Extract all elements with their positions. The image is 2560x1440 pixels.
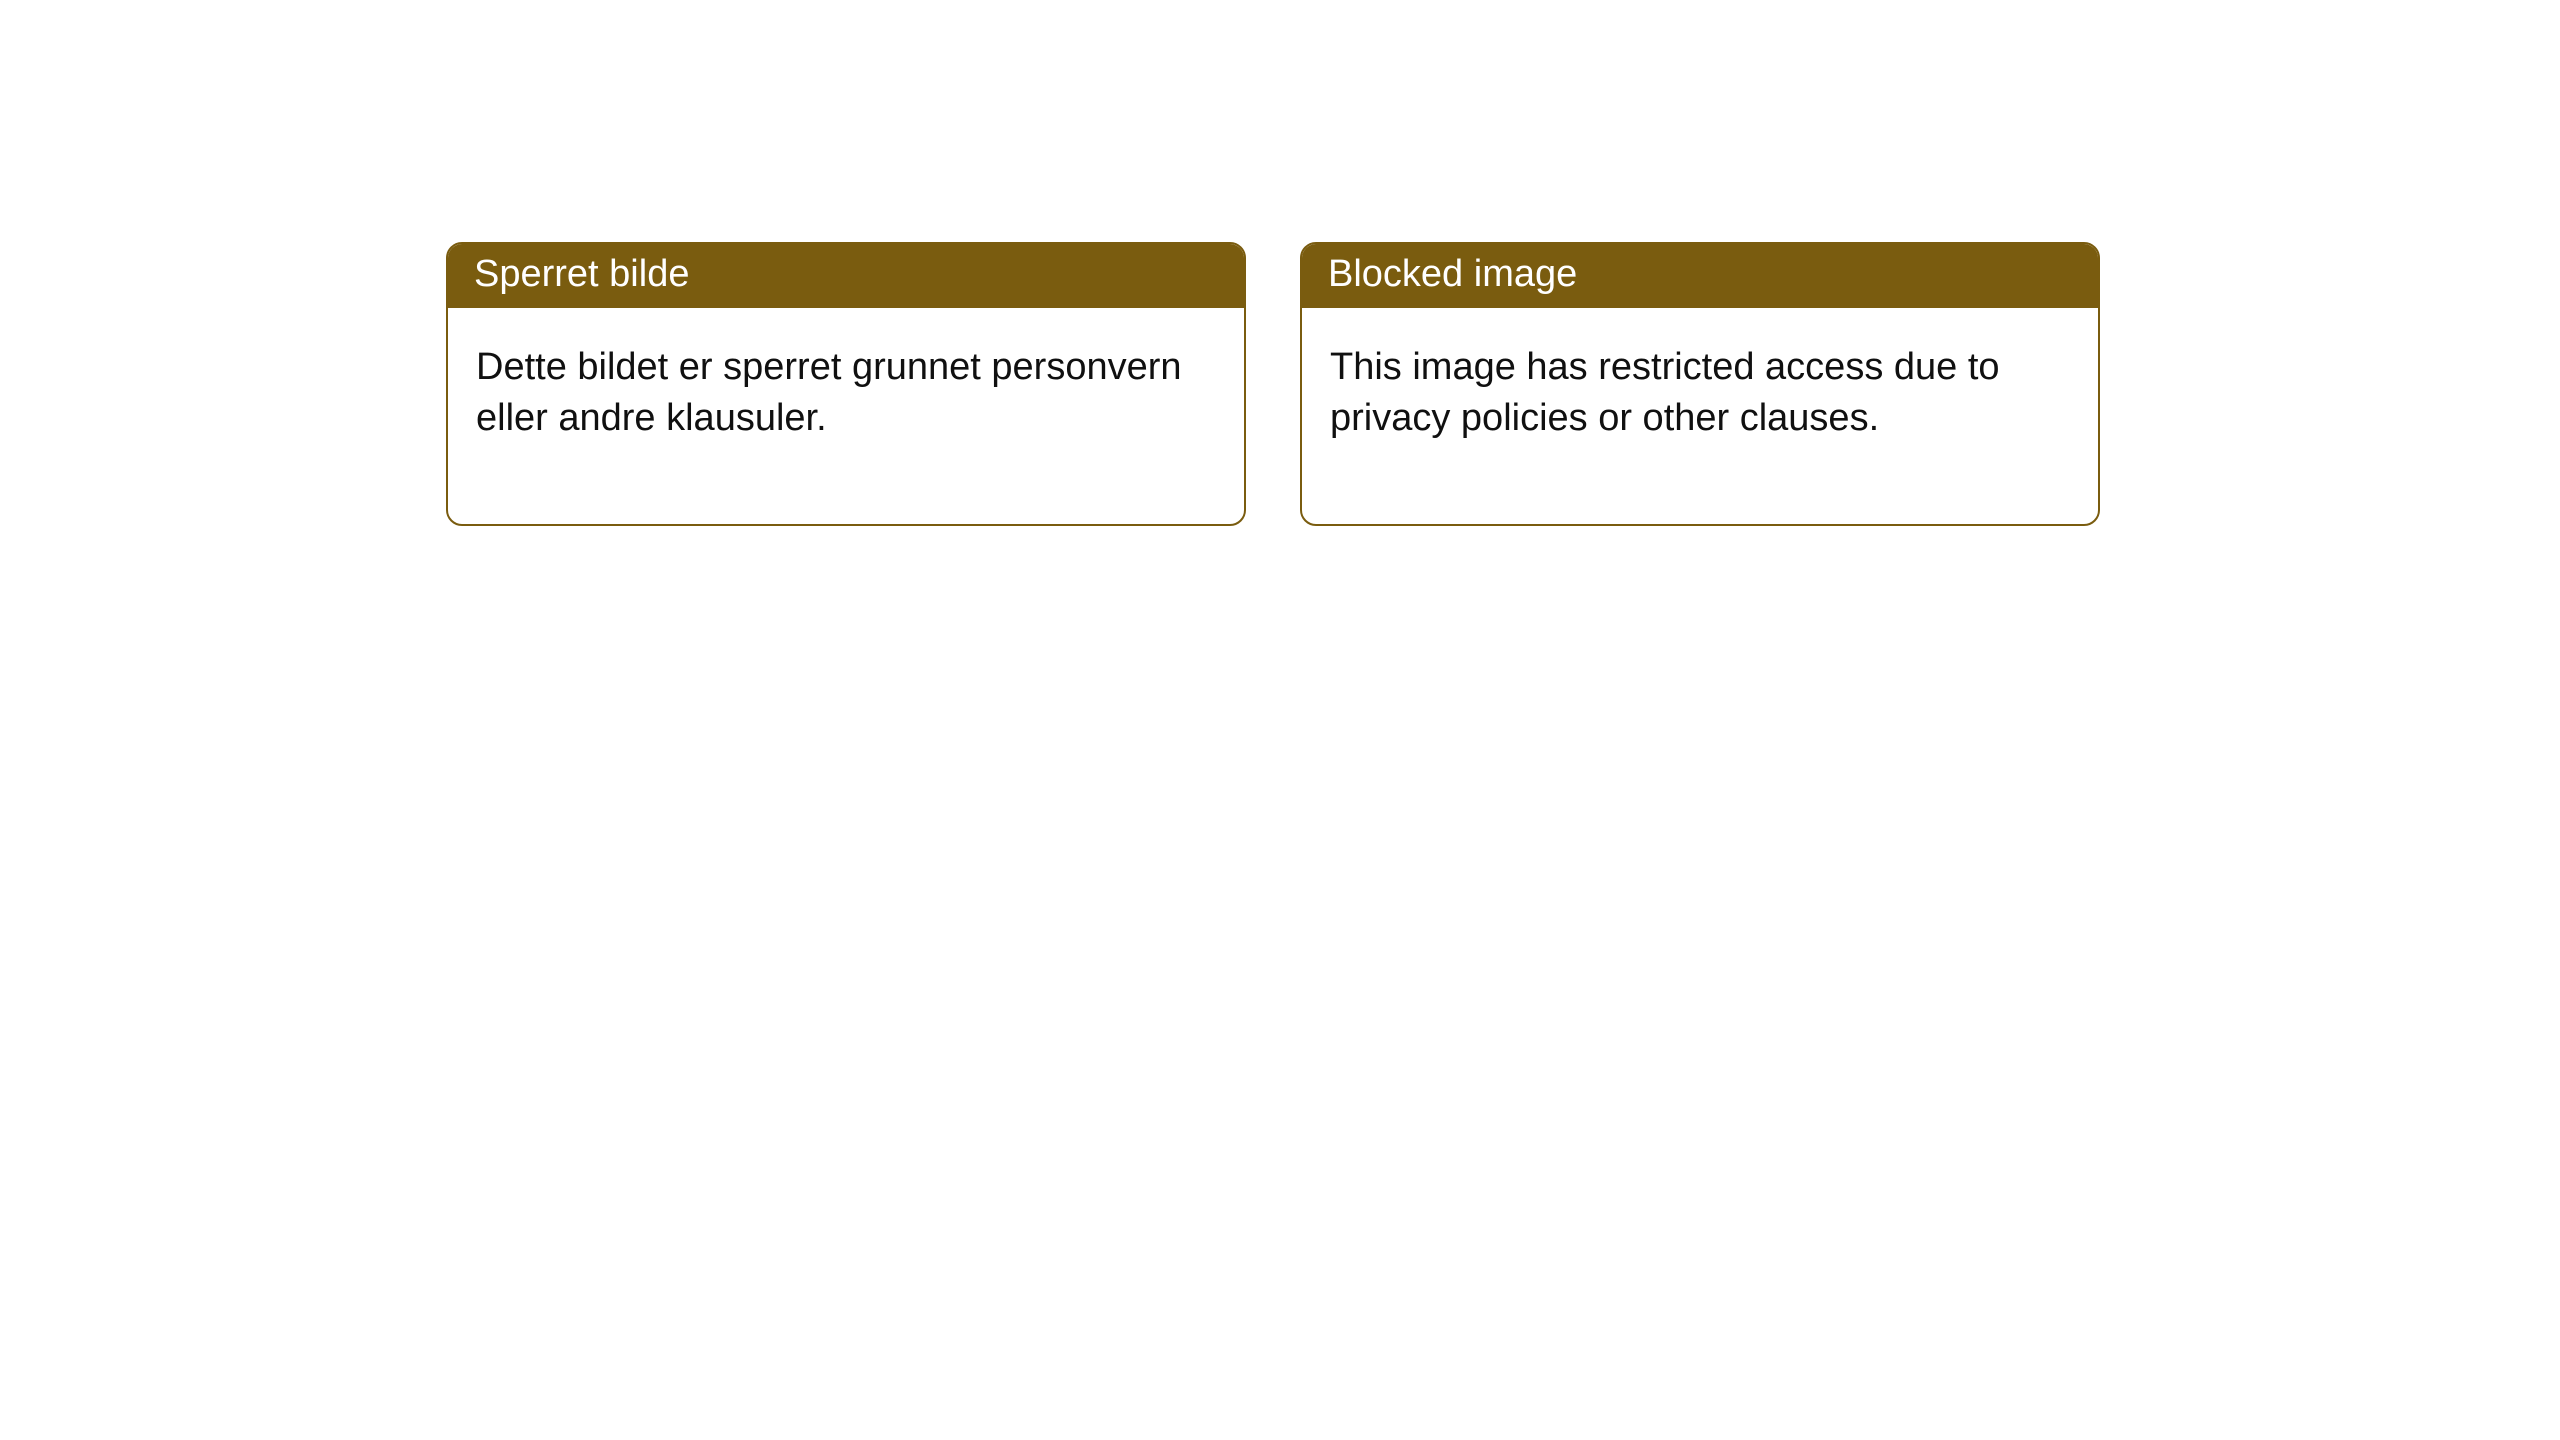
panel-body: This image has restricted access due to … bbox=[1302, 308, 2098, 525]
panel-norwegian: Sperret bilde Dette bildet er sperret gr… bbox=[446, 242, 1246, 526]
panel-english: Blocked image This image has restricted … bbox=[1300, 242, 2100, 526]
panel-body: Dette bildet er sperret grunnet personve… bbox=[448, 308, 1244, 525]
panel-title: Sperret bilde bbox=[448, 244, 1244, 308]
panels-container: Sperret bilde Dette bildet er sperret gr… bbox=[0, 0, 2560, 526]
panel-title: Blocked image bbox=[1302, 244, 2098, 308]
